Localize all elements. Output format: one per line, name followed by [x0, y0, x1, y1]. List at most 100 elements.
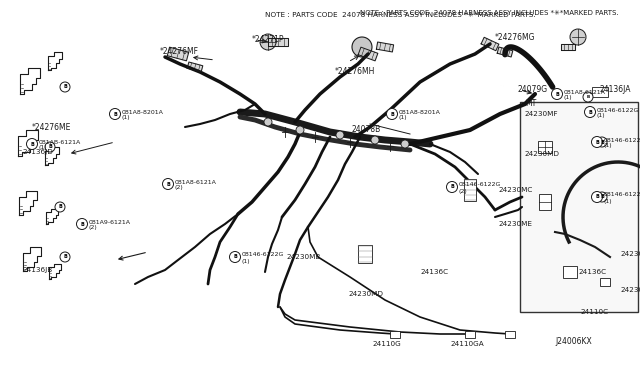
Circle shape: [60, 82, 70, 92]
Text: J24006KX: J24006KX: [555, 337, 592, 346]
Text: B: B: [595, 140, 599, 144]
Text: B: B: [80, 221, 84, 227]
Text: 24136JB: 24136JB: [22, 267, 52, 273]
Bar: [465, 330, 475, 337]
Text: 24230MD: 24230MD: [524, 151, 559, 157]
Text: (1): (1): [563, 96, 572, 100]
Text: B: B: [595, 195, 599, 199]
Text: 24136JD: 24136JD: [22, 149, 53, 155]
Circle shape: [26, 138, 38, 150]
Text: (1): (1): [241, 259, 250, 263]
Text: B: B: [555, 92, 559, 96]
Circle shape: [55, 202, 65, 212]
Text: 08146-6122G: 08146-6122G: [604, 192, 640, 198]
Circle shape: [591, 137, 602, 148]
Text: (2): (2): [458, 189, 467, 193]
Polygon shape: [376, 42, 394, 52]
Circle shape: [163, 179, 173, 189]
Bar: [600, 278, 610, 286]
Text: 24136JA: 24136JA: [600, 86, 632, 94]
Text: 24230MF: 24230MF: [524, 111, 557, 117]
Bar: [358, 245, 372, 263]
Text: (2): (2): [175, 186, 183, 190]
Text: 081A8-8201A: 081A8-8201A: [399, 109, 440, 115]
Circle shape: [387, 109, 397, 119]
Text: (2): (2): [88, 225, 97, 231]
Circle shape: [77, 218, 88, 230]
Text: 24230MB: 24230MB: [286, 254, 321, 260]
Polygon shape: [188, 62, 203, 72]
Text: B: B: [588, 109, 592, 115]
Text: MT: MT: [525, 99, 536, 109]
Circle shape: [401, 140, 409, 148]
Text: B: B: [586, 95, 589, 99]
Circle shape: [352, 37, 372, 57]
Bar: [539, 194, 551, 210]
Text: 24230MG: 24230MG: [620, 287, 640, 293]
Circle shape: [552, 89, 563, 99]
Text: NOTE : PARTS CODE  24078 HARNESS ASSY INCLUDES *✳*MARKED PARTS.: NOTE : PARTS CODE 24078 HARNESS ASSY INC…: [360, 10, 619, 16]
Circle shape: [447, 182, 458, 192]
Text: *24276MH: *24276MH: [335, 67, 376, 77]
Text: 08146-6122G: 08146-6122G: [458, 183, 501, 187]
Polygon shape: [497, 47, 513, 57]
Text: 081A8-6121A: 081A8-6121A: [175, 180, 216, 185]
Text: 08146-6122G: 08146-6122G: [596, 108, 639, 112]
Circle shape: [336, 131, 344, 139]
Circle shape: [109, 109, 120, 119]
Text: 24230MC: 24230MC: [620, 251, 640, 257]
Circle shape: [230, 251, 241, 263]
Text: *24276MF: *24276MF: [160, 48, 199, 57]
Circle shape: [264, 118, 272, 126]
Circle shape: [60, 252, 70, 262]
Text: B: B: [30, 141, 34, 147]
Circle shape: [45, 142, 55, 152]
Text: 24110G: 24110G: [372, 341, 401, 347]
Text: *24271P: *24271P: [252, 35, 285, 45]
Polygon shape: [358, 47, 378, 61]
Text: (1): (1): [399, 115, 407, 121]
Text: B: B: [63, 84, 67, 90]
Text: 24078B: 24078B: [352, 125, 381, 134]
Circle shape: [260, 34, 276, 50]
Text: 24230ME: 24230ME: [498, 221, 532, 227]
Text: 24230MD: 24230MD: [348, 291, 383, 297]
Text: 24079G: 24079G: [518, 86, 548, 94]
Circle shape: [597, 137, 607, 147]
Text: B: B: [166, 182, 170, 186]
Circle shape: [371, 136, 379, 144]
Text: B: B: [390, 112, 394, 116]
Text: 08146-6122G: 08146-6122G: [604, 138, 640, 142]
Text: (1): (1): [38, 145, 47, 151]
Circle shape: [597, 192, 607, 202]
Text: 24136C: 24136C: [420, 269, 448, 275]
Text: *24276ME: *24276ME: [32, 124, 72, 132]
Text: B: B: [63, 254, 67, 260]
Bar: [592, 87, 608, 97]
Text: 24230MC: 24230MC: [498, 187, 532, 193]
Bar: [538, 141, 552, 153]
Circle shape: [570, 29, 586, 45]
Polygon shape: [561, 44, 575, 50]
Text: (1): (1): [596, 113, 605, 119]
Text: (1): (1): [604, 199, 612, 203]
Bar: [520, 102, 638, 312]
Text: 24110C: 24110C: [580, 309, 608, 315]
Text: (1): (1): [122, 115, 130, 121]
Text: 081AB-6121A: 081AB-6121A: [38, 140, 81, 144]
Text: B: B: [233, 254, 237, 260]
Text: B: B: [58, 205, 62, 209]
Bar: [464, 179, 476, 201]
Circle shape: [591, 192, 602, 202]
Text: B: B: [450, 185, 454, 189]
Text: B: B: [113, 112, 117, 116]
Text: B: B: [600, 195, 604, 199]
Circle shape: [584, 106, 595, 118]
Bar: [505, 330, 515, 337]
Polygon shape: [481, 37, 499, 51]
Text: 24136C: 24136C: [578, 269, 606, 275]
Bar: [563, 266, 577, 278]
Text: B: B: [600, 140, 604, 144]
Text: NOTE : PARTS CODE  24078 HARNESS ASSY INCLUDES *✳*MARKED PARTS.: NOTE : PARTS CODE 24078 HARNESS ASSY INC…: [265, 12, 535, 18]
Circle shape: [583, 92, 593, 102]
